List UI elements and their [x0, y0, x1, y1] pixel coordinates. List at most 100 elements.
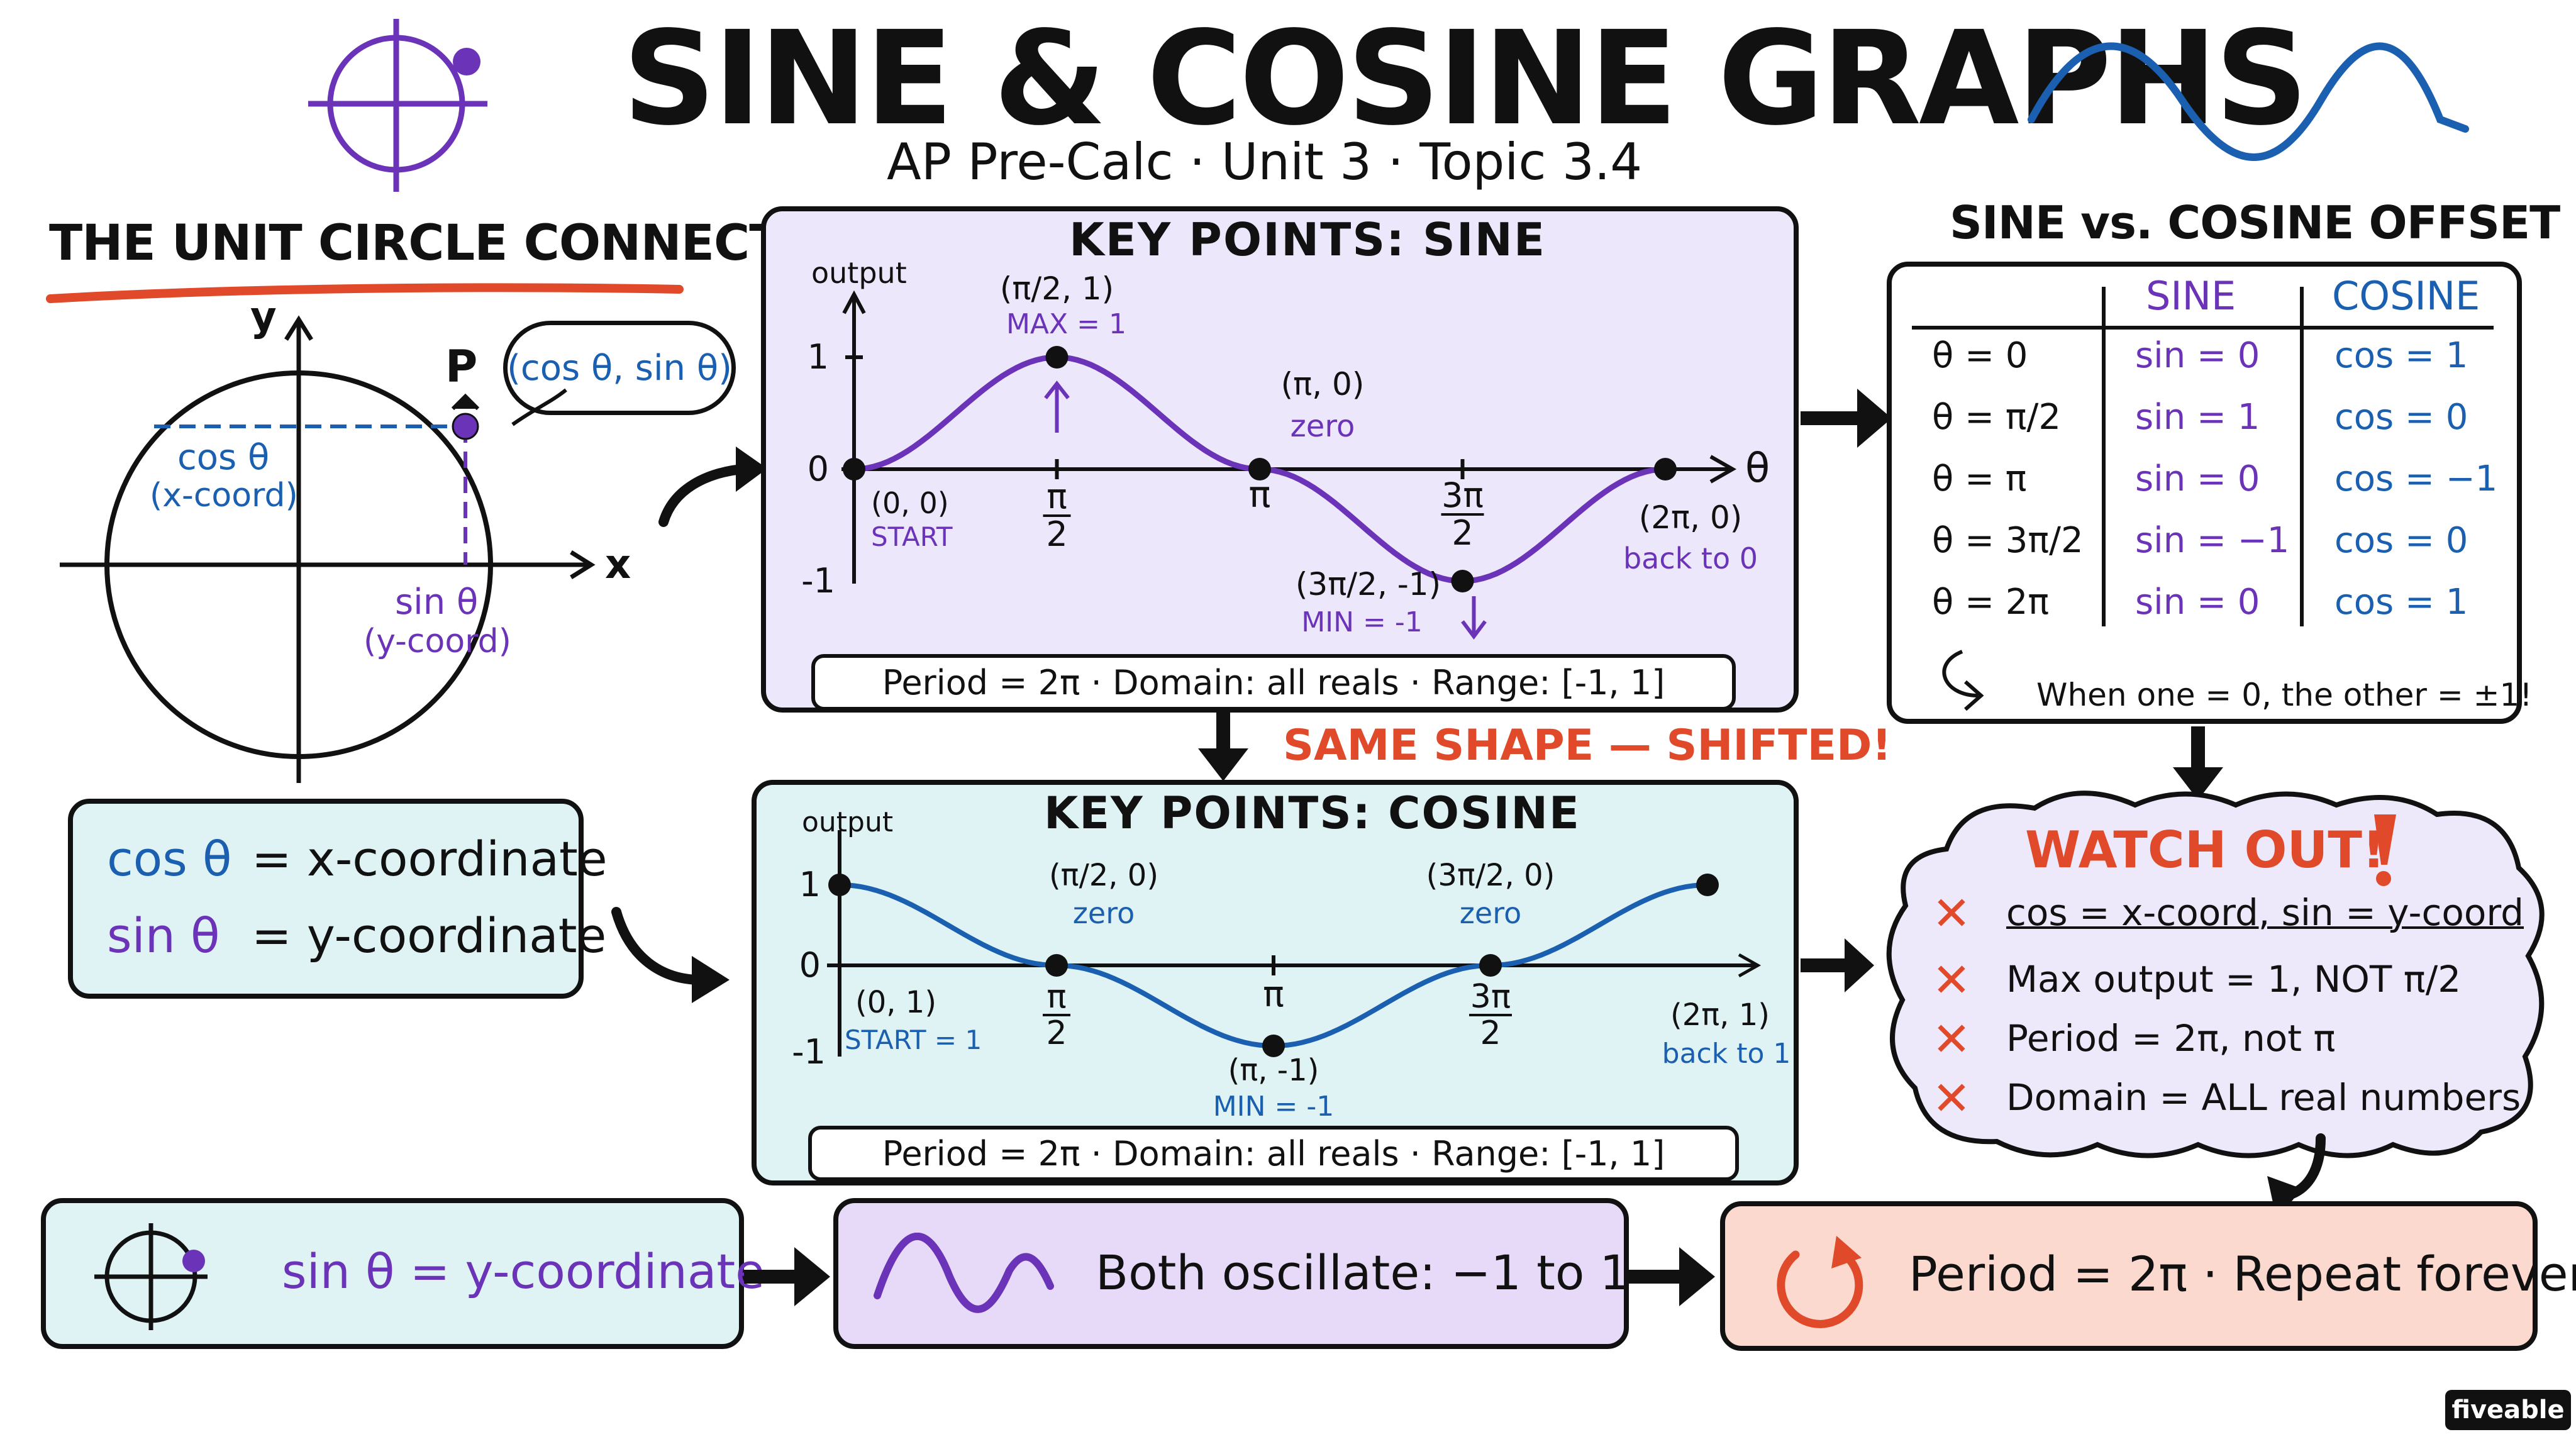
- cosine-ylabel: output: [802, 806, 893, 838]
- sine-footer: Period = 2π · Domain: all reals · Range:…: [811, 654, 1736, 711]
- watch-out-title: WATCH OUT!: [2025, 821, 2385, 879]
- cos-label: cos θ: [177, 437, 270, 478]
- def-sin-text: = y-coordinate: [252, 908, 607, 963]
- sine-x-arrow: [1709, 455, 1737, 484]
- offset-row-sin: sin = −1: [2135, 520, 2290, 561]
- offset-table: [1887, 262, 2522, 724]
- sine-ylabel: output: [811, 256, 907, 290]
- offset-row-theta: θ = 2π: [1932, 582, 2050, 623]
- sine-panel-title: KEY POINTS: SINE: [1069, 213, 1546, 266]
- cosine-x-arrow: [1738, 953, 1762, 978]
- sine-point-label: (2π, 0): [1639, 499, 1743, 536]
- cosine-x-tick-label: 3π: [1470, 978, 1511, 1016]
- offset-row-cos: cos = −1: [2334, 458, 2498, 499]
- cosine-key-point: [828, 874, 851, 896]
- page-title: SINE & COSINE GRAPHS: [623, 3, 2308, 154]
- offset-table-lines: [1912, 287, 2494, 711]
- exclamation-icon: [2374, 814, 2396, 886]
- x-mark-icon: ✕: [1932, 1013, 1972, 1067]
- sine-x-tick-label: 2: [1046, 514, 1067, 554]
- sine-tick-label: 1: [808, 337, 829, 377]
- unit-circle-icon: [94, 1223, 208, 1330]
- sine-xlabel: θ: [1745, 445, 1770, 492]
- cosine-point-note: MIN = -1: [1213, 1091, 1335, 1123]
- sine-point-note: MAX = 1: [1006, 308, 1126, 340]
- cosine-key-point: [1262, 1035, 1285, 1057]
- page-subtitle: AP Pre-Calc · Unit 3 · Topic 3.4: [887, 133, 1643, 191]
- x-mark-icon: ✕: [1932, 1072, 1972, 1126]
- sine-point-label: (0, 0): [871, 486, 949, 520]
- point-p-label: P: [445, 341, 478, 392]
- sine-key-point: [1248, 458, 1271, 480]
- sine-point-note: START: [871, 521, 953, 552]
- sine-max-arrowhead: [1044, 380, 1070, 399]
- refresh-icon: [1777, 1236, 1863, 1328]
- offset-row-cos: cos = 0: [2334, 397, 2468, 438]
- flow-step-1-text: sin θ = y-coordinate: [282, 1243, 765, 1299]
- cosine-point-note: zero: [1460, 896, 1522, 930]
- right-arrow-icon: [1801, 938, 1874, 992]
- sin-label: sin θ: [395, 582, 479, 623]
- cosine-point-label: (2π, 1): [1670, 997, 1770, 1033]
- down-arrow-icon: [1198, 708, 1248, 781]
- cosine-x-tick-label: 2: [1046, 1014, 1067, 1052]
- cosine-x-tick-label: π: [1263, 974, 1284, 1015]
- sine-point-label: (π/2, 1): [1000, 270, 1114, 307]
- x-mark-icon: ✕: [1932, 887, 1972, 941]
- cosine-key-point: [1479, 954, 1502, 977]
- shift-note: SAME SHAPE — SHIFTED!: [1283, 721, 1892, 770]
- watch-out-item: Period = 2π, not π: [2006, 1017, 2336, 1060]
- sine-tick-label: -1: [801, 561, 835, 601]
- curved-arrow-icon: [658, 447, 767, 527]
- wave-icon: [874, 1233, 1054, 1313]
- sine-min-arrowhead: [1461, 620, 1487, 640]
- offset-row-cos: cos = 1: [2334, 582, 2468, 623]
- cosine-tick-label: 1: [799, 865, 821, 904]
- right-arrow-icon: [1801, 389, 1892, 448]
- offset-heading: SINE vs. COSINE OFFSET: [1950, 196, 2560, 249]
- sine-key-point: [843, 458, 865, 480]
- sine-x-tick-label: 3π: [1441, 475, 1484, 515]
- cosine-tick-label: -1: [792, 1032, 826, 1072]
- axis-y-label: y: [250, 294, 277, 340]
- unit-circle-logo-icon: [308, 19, 487, 192]
- col-cosine-header: COSINE: [2332, 273, 2480, 319]
- def-cos-text: = x-coordinate: [252, 831, 608, 887]
- sine-tick-label: 0: [808, 449, 829, 489]
- offset-row-theta: θ = 0: [1932, 335, 2028, 376]
- cos-sub-label: (x-coord): [150, 477, 298, 514]
- axis-x-label: x: [605, 541, 631, 588]
- cosine-x-tick-label: π: [1046, 978, 1066, 1016]
- watch-out-item: Domain = ALL real numbers: [2006, 1076, 2521, 1119]
- flow-step-2-text: Both oscillate: −1 to 1: [1096, 1245, 1630, 1301]
- sine-point-note: back to 0: [1623, 541, 1758, 575]
- cosine-key-point: [1696, 874, 1719, 896]
- brand-badge: fiveable: [2445, 1390, 2571, 1430]
- offset-row-theta: θ = 3π/2: [1932, 520, 2084, 561]
- def-sin-term: sin θ: [107, 908, 220, 963]
- offset-row-cos: cos = 0: [2334, 520, 2468, 561]
- sine-x-tick-label: π: [1046, 477, 1067, 516]
- unit-circle-diagram: [60, 315, 596, 783]
- unit-circle-heading: THE UNIT CIRCLE CONNECTION: [49, 215, 882, 272]
- sine-point-note: MIN = -1: [1301, 606, 1423, 638]
- cosine-footer: Period = 2π · Domain: all reals · Range:…: [808, 1126, 1739, 1181]
- offset-row-sin: sin = 0: [2135, 582, 2260, 623]
- x-mark-icon: ✕: [1932, 953, 1972, 1008]
- cosine-point-note: back to 1: [1662, 1038, 1791, 1070]
- cosine-tick-label: 0: [799, 945, 821, 985]
- definitions-box: [68, 799, 584, 999]
- watch-out-item: Max output = 1, NOT π/2: [2006, 958, 2462, 1001]
- cosine-point-label: (3π/2, 0): [1426, 858, 1555, 893]
- flow-step-2: [833, 1198, 1629, 1349]
- offset-row-theta: θ = π/2: [1932, 397, 2061, 438]
- watch-out-item: cos = x-coord, sin = y-coord: [2006, 891, 2524, 934]
- down-arrow-icon: [2173, 726, 2223, 800]
- cosine-point-label: (π/2, 0): [1049, 858, 1158, 893]
- cosine-panel-title: KEY POINTS: COSINE: [1044, 787, 1580, 839]
- sin-sub-label: (y-coord): [364, 623, 511, 660]
- flow-step-1: [41, 1198, 744, 1349]
- cosine-x-tick-label: 2: [1480, 1014, 1501, 1052]
